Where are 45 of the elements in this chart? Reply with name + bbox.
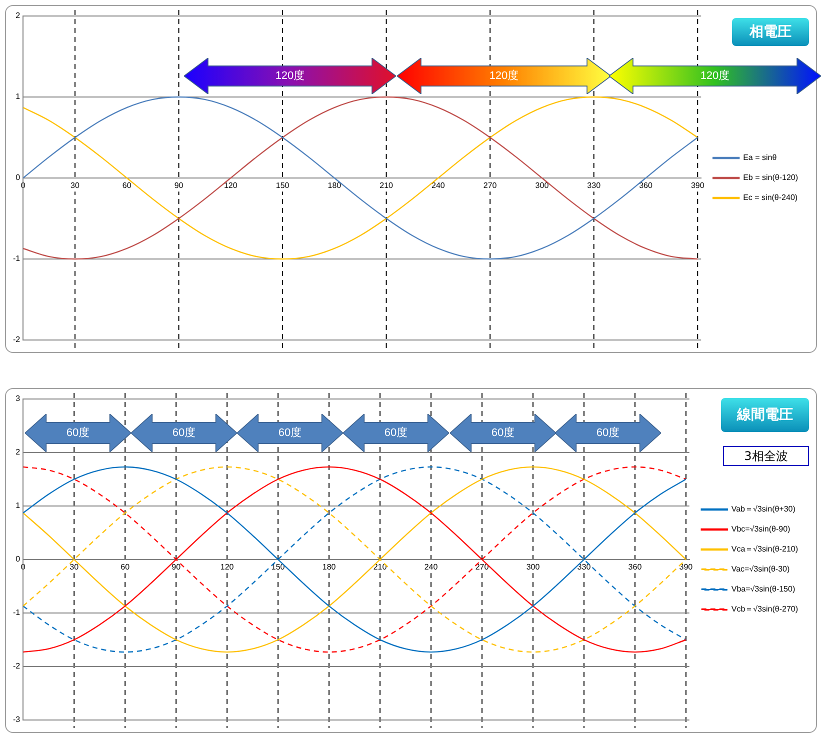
legend-label: Ea = sinθ <box>743 153 778 162</box>
x-tick-label: 180 <box>328 181 342 190</box>
x-tick-label: 90 <box>172 562 182 572</box>
x-tick-label: 90 <box>174 181 184 190</box>
y-tick-label: 0 <box>16 173 21 182</box>
legend-label: Vbc=√3sin(θ-90) <box>731 524 791 534</box>
text: 線間電圧 <box>721 398 809 432</box>
x-tick-label: 210 <box>380 181 394 190</box>
x-tick-label: 360 <box>628 562 642 572</box>
x-tick-label: 270 <box>483 181 498 190</box>
legend-label: Ec = sin(θ-240) <box>743 193 798 202</box>
x-tick-label: 60 <box>122 181 132 190</box>
y-tick-label: -3 <box>12 715 21 724</box>
y-tick-label: 2 <box>16 448 21 457</box>
x-tick-label: 180 <box>322 562 336 572</box>
text: 相電圧 <box>732 18 809 46</box>
x-tick-label: 30 <box>70 181 80 190</box>
x-tick-label: 240 <box>432 181 446 190</box>
legend-label: Vab＝√3sin(θ+30) <box>731 504 796 514</box>
x-tick-label: 360 <box>639 181 653 190</box>
text: 3相全波 <box>723 446 809 466</box>
x-tick-label: 300 <box>526 562 540 572</box>
legend-label: Vca＝√3sin(θ-210) <box>731 544 798 554</box>
x-tick-label: 60 <box>120 562 130 572</box>
x-tick-label: 300 <box>535 181 550 190</box>
y-tick-label: -2 <box>12 335 21 344</box>
x-tick-label: 150 <box>276 181 290 190</box>
y-tick-label: 1 <box>16 501 21 510</box>
legend-label: Vac=√3sin(θ-30) <box>731 564 790 574</box>
y-tick-label: -1 <box>12 254 21 264</box>
x-tick-label: 330 <box>587 181 602 190</box>
x-tick-label: 240 <box>424 562 438 572</box>
x-tick-label: 390 <box>690 181 705 190</box>
legend-label: Vcb＝√3sin(θ-270) <box>731 604 798 614</box>
y-tick-label: -1 <box>12 608 21 618</box>
x-tick-label: 120 <box>224 181 238 190</box>
y-tick-label: 2 <box>16 11 21 20</box>
legend-label: Eb = sin(θ-120) <box>743 173 798 182</box>
y-tick-label: 3 <box>16 394 21 404</box>
y-tick-label: -2 <box>12 662 21 671</box>
legend-label: Vba=√3sin(θ-150) <box>731 584 796 594</box>
x-tick-label: 30 <box>70 562 80 572</box>
y-tick-label: 0 <box>16 554 21 564</box>
y-tick-label: 1 <box>16 92 21 102</box>
x-tick-label: 120 <box>220 562 234 572</box>
